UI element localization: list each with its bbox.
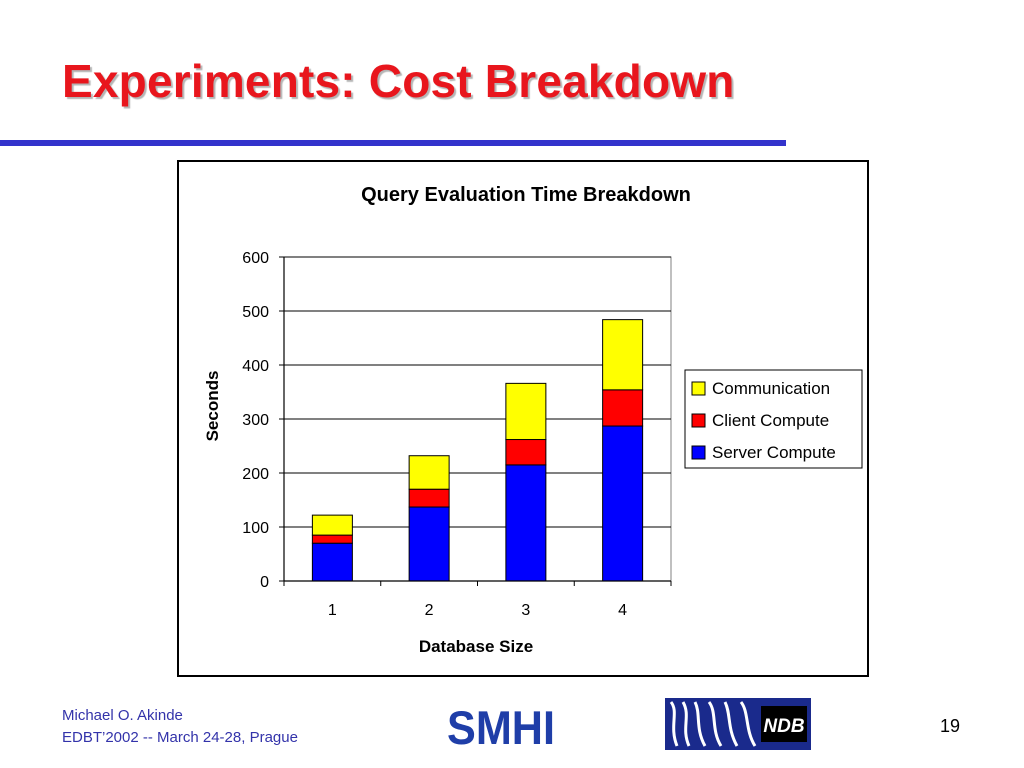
bar-communication-2 xyxy=(408,455,450,490)
y-tick-label: 0 xyxy=(260,574,269,591)
y-axis-label: Seconds xyxy=(203,371,222,442)
bar-communication-4 xyxy=(602,319,644,391)
bar-client-compute-3 xyxy=(505,439,547,466)
bar-communication-3 xyxy=(505,382,547,441)
legend-label-communication: Communication xyxy=(712,379,830,398)
x-tick-label: 4 xyxy=(618,602,627,619)
y-tick-label: 200 xyxy=(242,466,269,483)
y-tick-label: 600 xyxy=(242,250,269,267)
axes xyxy=(279,256,672,586)
bar-server-compute-1 xyxy=(311,542,353,582)
x-tick-label: 3 xyxy=(521,602,530,619)
svg-text:NDB: NDB xyxy=(763,716,804,737)
legend-box xyxy=(684,369,863,469)
y-tick-label: 500 xyxy=(242,304,269,321)
x-tick-label: 1 xyxy=(328,602,337,619)
bar-server-compute-3 xyxy=(505,464,547,582)
tick-labels: 0 100 200 300 400 500 600 1 2 3 4 xyxy=(242,250,627,619)
bar-communication-1 xyxy=(311,514,353,536)
chart-title: Query Evaluation Time Breakdown xyxy=(361,184,691,206)
stacked-bar-chart: Query Evaluation Time Breakdown 0 100 200 3… xyxy=(203,184,863,656)
bars xyxy=(311,319,644,582)
x-tick-label: 2 xyxy=(425,602,434,619)
legend-label-client-compute: Client Compute xyxy=(712,411,829,430)
y-tick-label: 100 xyxy=(242,520,269,537)
chart-frame: Query Evaluation Time Breakdown 0 100 200 3… xyxy=(177,160,869,677)
smhi-logo: SMHI xyxy=(446,701,556,754)
legend-swatch-communication xyxy=(691,381,706,396)
title-divider xyxy=(0,140,786,146)
y-tick-label: 400 xyxy=(242,358,269,375)
bar-client-compute-2 xyxy=(408,488,450,508)
bar-client-compute-1 xyxy=(311,534,353,544)
y-tick-label: 300 xyxy=(242,412,269,429)
slide-title: Experiments: Cost Breakdown xyxy=(62,55,735,107)
page-number: 19 xyxy=(940,716,961,736)
svg-text:SMHI: SMHI xyxy=(447,702,555,748)
bar-server-compute-4 xyxy=(602,425,644,582)
legend-swatch-client-compute xyxy=(691,413,706,428)
legend: Communication Client Compute Server Comput… xyxy=(684,369,863,469)
bar-server-compute-2 xyxy=(408,506,450,582)
footer-conference: EDBT’2002 -- March 24-28, Prague xyxy=(62,729,298,746)
legend-label-server-compute: Server Compute xyxy=(712,443,836,462)
ndb-logo: NDB xyxy=(665,698,811,750)
legend-swatch-server-compute xyxy=(691,445,706,460)
x-axis-label: Database Size xyxy=(419,637,533,656)
bar-client-compute-4 xyxy=(602,389,644,427)
footer-author: Michael O. Akinde xyxy=(62,707,183,724)
